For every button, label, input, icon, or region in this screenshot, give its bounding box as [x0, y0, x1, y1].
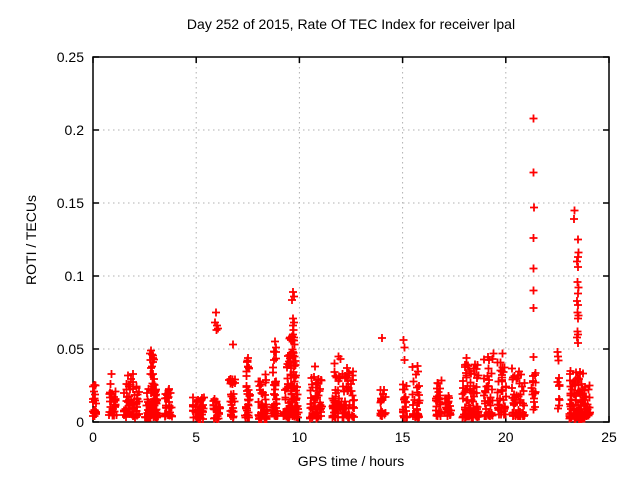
- y-tick-label: 0: [76, 414, 84, 430]
- y-tick-label: 0.25: [57, 49, 84, 65]
- y-tick-label: 0.05: [57, 341, 84, 357]
- data-points: [89, 114, 594, 423]
- x-tick-label: 5: [192, 429, 200, 445]
- y-tick-label: 0.2: [65, 122, 85, 138]
- x-tick-label: 25: [601, 429, 617, 445]
- x-tick-label: 10: [292, 429, 308, 445]
- plot-frame: [92, 56, 610, 423]
- x-axis-label: GPS time / hours: [297, 453, 405, 469]
- y-tick-label: 0.1: [65, 268, 85, 284]
- x-tick-label: 0: [89, 429, 97, 445]
- x-tick-label: 20: [498, 429, 514, 445]
- y-tick-label: 0.15: [57, 195, 84, 211]
- x-tick-label: 15: [395, 429, 411, 445]
- chart-title: Day 252 of 2015, Rate Of TEC Index for r…: [186, 16, 516, 32]
